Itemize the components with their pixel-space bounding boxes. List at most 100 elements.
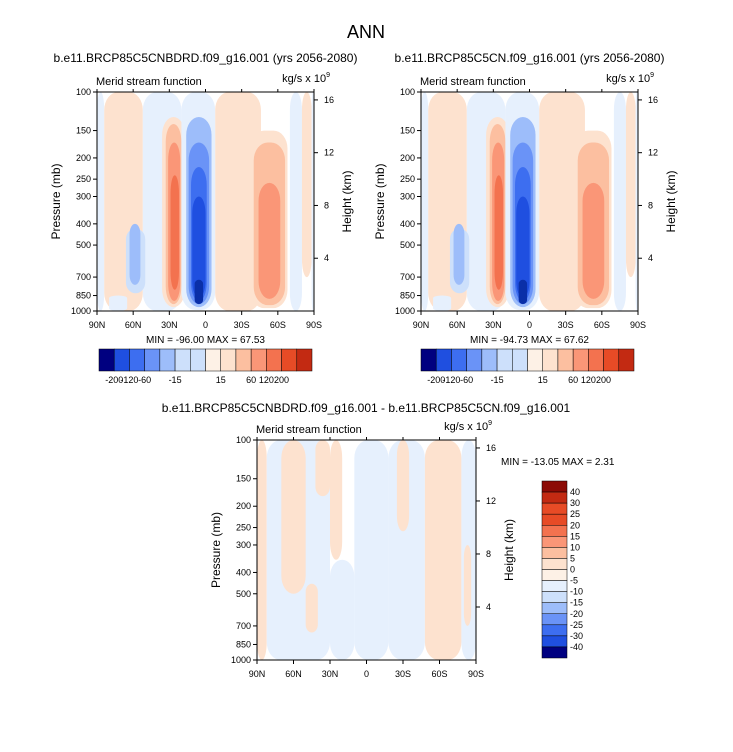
colorbar-swatch	[541, 635, 568, 648]
x-tick-label: 90N	[89, 320, 106, 330]
colorbar-swatch	[144, 348, 161, 372]
y-tick-label: 700	[400, 272, 415, 282]
y-axis-label: Pressure (mb)	[49, 163, 63, 239]
colorbar-top_right_bar: -200-120 -60 -15 15 60 120 200	[420, 348, 635, 385]
x-tick-label: 60S	[270, 320, 286, 330]
colorbar-label: 200	[596, 375, 611, 385]
colorbar-swatch	[496, 348, 513, 372]
contour-cell	[518, 279, 528, 305]
y-tick-label: 400	[76, 219, 91, 229]
colorbar-swatch	[466, 348, 483, 372]
min-max-label: MIN = -13.05 MAX = 2.31	[501, 457, 615, 468]
colorbar-swatch	[174, 348, 191, 372]
colorbar-swatch	[603, 348, 620, 372]
y2-axis-label: Height (km)	[664, 170, 678, 232]
colorbar-label: -200	[427, 375, 445, 385]
y-tick-label: 250	[400, 174, 415, 184]
x-tick-label: 60S	[431, 669, 447, 679]
colorbar-swatch	[618, 348, 635, 372]
colorbar-label: -60	[460, 375, 473, 385]
contour-cell	[315, 440, 330, 497]
contour-cell	[433, 295, 452, 311]
field-label: Merid stream function	[420, 76, 526, 88]
x-tick-label: 90S	[468, 669, 484, 679]
colorbar-label: -10	[570, 587, 583, 597]
x-tick-label: 90S	[630, 320, 646, 330]
contour-cell	[129, 223, 141, 285]
x-tick-label: 90N	[249, 669, 266, 679]
x-tick-label: 30N	[485, 320, 502, 330]
colorbar-swatch	[512, 348, 528, 372]
y-tick-label: 200	[236, 501, 251, 511]
colorbar-swatch	[541, 580, 568, 592]
y2-tick-label: 12	[648, 148, 658, 158]
colorbar-label: -25	[570, 620, 583, 630]
colorbar-label: -120	[442, 375, 460, 385]
y-tick-label: 250	[236, 523, 251, 533]
units-label: kg/s x 109	[282, 72, 330, 85]
x-tick-label: 30N	[322, 669, 339, 679]
y-tick-label: 300	[76, 191, 91, 201]
colorbar-label: -20	[570, 609, 583, 619]
panel-top_right: 90N 60N 30N 0 30S 60S 90S 100 150 200 250 300 400 500…	[373, 51, 678, 346]
colorbar-label: 0	[570, 565, 575, 575]
y2-tick-label: 8	[486, 549, 491, 559]
y-axis-label: Pressure (mb)	[209, 512, 223, 588]
colorbar-swatch	[541, 569, 568, 581]
colorbar-swatch	[235, 348, 252, 372]
colorbar-swatch	[541, 558, 568, 570]
colorbar-label: -15	[169, 375, 182, 385]
y-tick-label: 150	[236, 474, 251, 484]
contour-fill	[97, 92, 314, 311]
y-tick-label: 850	[400, 291, 415, 301]
contour-cell	[396, 440, 410, 532]
field-label: Merid stream function	[256, 424, 362, 436]
colorbar-swatch	[451, 348, 467, 372]
y2-tick-label: 4	[486, 602, 491, 612]
colorbar-swatch	[541, 480, 568, 493]
colorbar-label: 10	[570, 542, 580, 552]
contour-cell	[421, 92, 429, 311]
contour-cell	[97, 92, 105, 311]
colorbar-label: -40	[570, 642, 583, 652]
x-tick-label: 30S	[234, 320, 250, 330]
contour-cell	[354, 440, 389, 660]
colorbar-label: 5	[570, 553, 575, 563]
colorbar-swatch	[588, 348, 604, 372]
y-tick-label: 150	[76, 126, 91, 136]
colorbar-label: -5	[570, 576, 578, 586]
contour-cell	[257, 440, 267, 660]
contour-cell	[463, 544, 472, 626]
colorbar-label: 40	[570, 487, 580, 497]
panel-top_left: 90N 60N 30N 0 30S 60S 90S 100 150 200 250 300 400 500…	[49, 51, 357, 346]
contour-cell	[311, 92, 314, 311]
colorbar-swatch	[541, 536, 568, 548]
colorbar-swatch	[205, 348, 221, 372]
contour-cell	[281, 440, 306, 594]
x-tick-label: 90S	[306, 320, 322, 330]
y2-tick-label: 16	[648, 95, 658, 105]
y-tick-label: 700	[76, 272, 91, 282]
colorbar-swatch	[541, 525, 568, 537]
y-tick-label: 500	[236, 589, 251, 599]
contour-cell	[109, 295, 128, 311]
y-tick-label: 400	[236, 567, 251, 577]
contour-fill	[421, 92, 638, 311]
panel-title: b.e11.BRCP85C5CNBDRD.f09_g16.001 - b.e11…	[162, 401, 571, 415]
colorbar-swatch	[435, 348, 452, 372]
colorbar-swatch	[159, 348, 176, 372]
y2-tick-label: 16	[486, 443, 496, 453]
y-tick-label: 1000	[395, 306, 415, 316]
y-tick-label: 100	[236, 435, 251, 445]
x-tick-label: 60N	[285, 669, 302, 679]
y-tick-label: 850	[76, 291, 91, 301]
colorbar-swatch	[541, 502, 568, 515]
contour-cell	[215, 92, 261, 311]
colorbar-swatch	[190, 348, 206, 372]
contour-cell	[330, 440, 343, 560]
contour-cell	[170, 175, 179, 290]
contour-cell	[539, 92, 585, 311]
colorbar-label: 15	[570, 531, 580, 541]
y2-tick-label: 4	[648, 253, 653, 263]
x-tick-label: 60N	[125, 320, 142, 330]
